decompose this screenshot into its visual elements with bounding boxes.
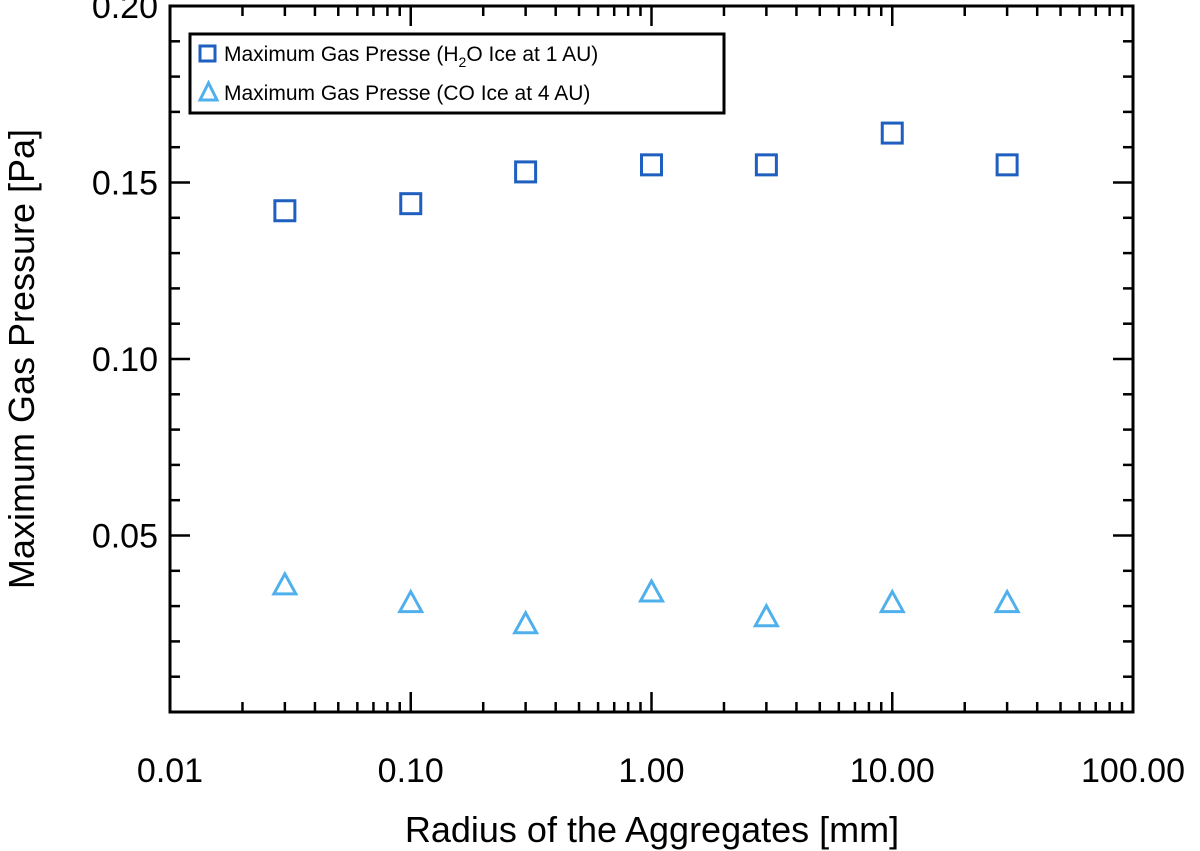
square-point xyxy=(640,153,663,177)
x-tick-label: 100.00 xyxy=(1081,752,1185,790)
square-point xyxy=(995,153,1019,177)
legend-marker-square xyxy=(198,44,217,63)
x-axis-title: Radius of the Aggregates [mm] xyxy=(405,809,899,850)
x-tick-label: 0.01 xyxy=(137,752,203,790)
triangle-point xyxy=(878,588,906,614)
legend-box xyxy=(188,32,726,115)
legend: Maximum Gas Presse (H2O Ice at 1 AU) Max… xyxy=(188,32,726,115)
x-tick-label: 1.00 xyxy=(618,752,684,790)
legend-label-h2o: Maximum Gas Presse (H2O Ice at 1 AU) xyxy=(224,43,598,70)
triangle-point xyxy=(993,588,1021,614)
square-point xyxy=(399,192,423,216)
y-axis-title: Maximum Gas Pressure [Pa] xyxy=(1,129,42,589)
square-point xyxy=(754,153,778,177)
square-point xyxy=(514,160,538,184)
y-tick-label: 0.20 xyxy=(92,0,158,26)
square-point xyxy=(273,199,297,223)
legend-label-h2o-subscript: 2 xyxy=(459,54,467,70)
legend-label-h2o-part2: O Ice at 1 AU) xyxy=(466,43,598,66)
legend-label-co: Maximum Gas Presse (CO Ice at 4 AU) xyxy=(224,82,590,105)
legend-marker-triangle xyxy=(197,79,220,102)
y-tick-label: 0.10 xyxy=(92,341,158,379)
legend-label-h2o-part1: Maximum Gas Presse (H xyxy=(224,43,459,66)
triangle-point xyxy=(637,577,666,603)
y-tick-label: 0.05 xyxy=(92,518,158,556)
axis-ticks xyxy=(168,6,1133,712)
triangle-point xyxy=(512,609,540,635)
x-tick-label: 10.00 xyxy=(850,752,935,790)
plot-frame xyxy=(168,4,1135,714)
axis-tick-labels: 0.01 0.10 1.00 10.00 100.00 0.05 0.10 0.15 0.20 xyxy=(92,0,1185,790)
triangle-point xyxy=(397,588,425,614)
y-tick-label: 0.15 xyxy=(92,165,158,203)
x-tick-label: 0.10 xyxy=(378,752,444,790)
square-point xyxy=(880,121,904,145)
triangle-point xyxy=(271,570,299,596)
data-marks xyxy=(271,121,1021,635)
triangle-point xyxy=(752,602,780,628)
